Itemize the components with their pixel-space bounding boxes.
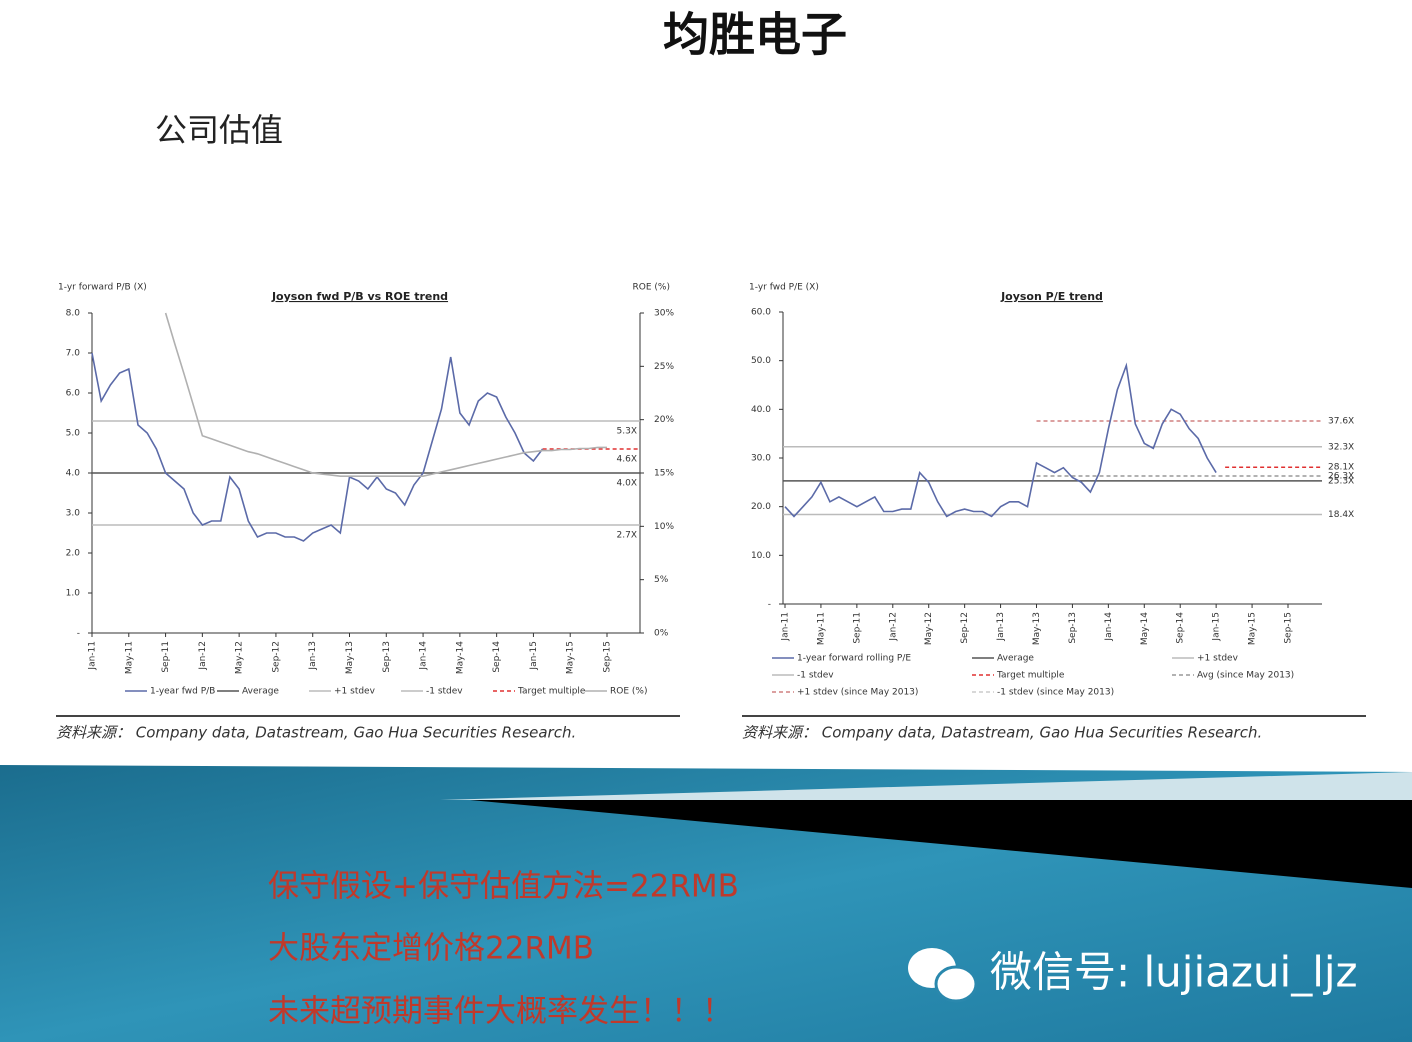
chart-title: Joyson fwd P/B vs ROE trend [271,290,448,303]
x-tick-label: May-12 [235,641,245,674]
y-tick-label: 1.0 [66,589,81,599]
y-tick-label: 3.0 [66,509,81,519]
y-tick-label: 50.0 [751,356,771,366]
y-axis-label: 1-yr fwd P/E (X) [749,283,819,293]
y2-tick-label: 20% [654,415,674,425]
x-tick-label: Jan-12 [888,612,898,642]
x-tick-label: Jan-14 [1104,612,1114,642]
legend-label: 1-year forward rolling P/E [797,654,911,664]
y2-tick-label: 0% [654,629,669,639]
reference-label: 28.1X [1328,463,1354,473]
x-tick-label: May-11 [816,612,826,645]
x-tick-label: May-13 [345,641,355,674]
bullet: 保守假设+保守估值方法=22RMB [268,869,739,905]
y-axis-label: 1-yr forward P/B (X) [58,283,147,293]
reference-label: 37.6X [1328,417,1354,427]
x-tick-label: Sep-12 [271,641,281,673]
x-tick-label: Jan-12 [198,641,208,671]
y2-axis-label: ROE (%) [633,283,670,293]
legend-label: 1-year fwd P/B [150,687,215,697]
y-tick-label: 40.0 [751,405,771,415]
source: 资料来源： Company data, Datastream, Gao Hua … [56,724,576,742]
reference-label: 18.4X [1328,510,1354,520]
legend-label: Avg (since May 2013) [1197,671,1294,681]
y-tick-label: - [77,629,80,639]
x-tick-label: May-15 [566,641,576,674]
x-tick-label: May-15 [1248,612,1258,645]
reference-label: 2.7X [617,531,637,541]
y2-tick-label: 10% [654,522,674,532]
x-tick-label: Jan-11 [781,612,791,642]
x-tick-label: Jan-13 [308,641,318,671]
y-tick-label: 5.0 [66,429,81,439]
y2-tick-label: 30% [654,309,674,319]
bullet: 未来超预期事件大概率发生！！！ [268,994,733,1030]
legend-label: -1 stdev [797,671,834,681]
legend-label: Average [997,654,1034,664]
y-tick-label: 60.0 [751,308,771,318]
x-tick-label: May-11 [124,641,134,674]
banner-wedge [470,800,1412,888]
legend-label: +1 stdev [334,687,376,697]
legend-label: -1 stdev (since May 2013) [997,688,1114,698]
y2-tick-label: 25% [654,362,674,372]
series-line [91,352,544,542]
legend-label: -1 stdev [426,687,463,697]
legend-label: Target multiple [996,671,1065,681]
y-tick-label: 10.0 [751,551,771,561]
banner-strip [440,772,1412,800]
y-tick-label: 2.0 [66,549,81,559]
x-tick-label: May-14 [1140,612,1150,645]
y2-tick-label: 15% [654,469,674,479]
reference-label: 5.3X [617,427,637,437]
x-tick-label: May-13 [1032,612,1042,645]
x-tick-label: May-14 [455,641,465,674]
x-tick-label: Sep-14 [492,641,502,673]
bullet: 大股东定增价格22RMB [268,931,594,967]
x-tick-label: Sep-15 [603,641,613,673]
series-line [164,312,607,477]
x-tick-label: Jan-15 [529,641,539,671]
slide-title: 均胜电子 [663,8,847,62]
y-tick-label: 7.0 [66,349,81,359]
y-tick-label: 8.0 [66,309,81,319]
legend-label: Average [242,687,279,697]
x-tick-label: Sep-13 [1068,612,1078,644]
legend-label: ROE (%) [610,687,647,697]
slide-subtitle: 公司估值 [155,111,283,149]
x-tick-label: Jan-14 [419,641,429,671]
series-line [784,362,1217,518]
reference-label: 4.0X [617,479,637,489]
x-tick-label: Sep-11 [161,641,171,673]
x-tick-label: Sep-11 [852,612,862,644]
legend-label: +1 stdev (since May 2013) [797,688,918,698]
x-tick-label: Jan-11 [88,641,98,671]
wechat-id: 微信号: lujiazui_ljz [990,948,1358,997]
x-tick-label: Sep-13 [382,641,392,673]
x-tick-label: Sep-15 [1284,612,1294,644]
legend-label: +1 stdev [1197,654,1239,664]
y-tick-label: 20.0 [751,502,771,512]
y-tick-label: 30.0 [751,454,771,464]
legend-label: Target multiple [517,687,586,697]
x-tick-label: Jan-13 [996,612,1006,642]
y-tick-label: 6.0 [66,389,81,399]
y2-tick-label: 5% [654,575,669,585]
x-tick-label: Jan-15 [1212,612,1222,642]
reference-label: 26.3X [1328,472,1354,482]
reference-label: 4.6X [617,455,637,465]
wechat-icon [908,948,978,1003]
y-tick-label: - [768,600,771,610]
y-tick-label: 4.0 [66,469,81,479]
x-tick-label: Sep-12 [960,612,970,644]
x-tick-label: Sep-14 [1176,612,1186,644]
reference-label: 32.3X [1328,442,1354,452]
x-tick-label: May-12 [924,612,934,645]
chart-title: Joyson P/E trend [1000,290,1103,303]
reference-label: 25.3X [1328,476,1354,486]
source: 资料来源： Company data, Datastream, Gao Hua … [742,724,1262,742]
